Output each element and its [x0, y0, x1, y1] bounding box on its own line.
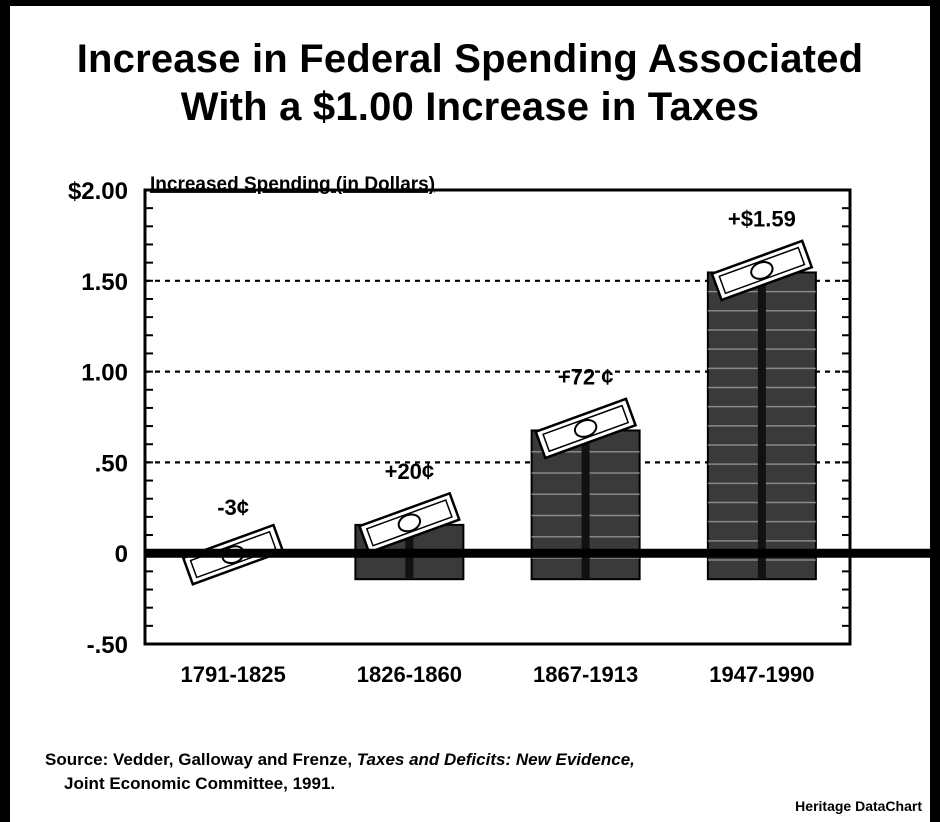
y-tick-label: 1.50: [81, 269, 128, 296]
x-tick-label: 1791-1825: [181, 662, 286, 687]
bar-value-label: -3¢: [217, 495, 249, 520]
x-tick-label: 1867-1913: [533, 662, 638, 687]
source-authors: Vedder, Galloway and Frenze,: [113, 750, 353, 769]
chart-title-line1: Increase in Federal Spending Associated: [76, 37, 864, 81]
y-tick-label: 0: [115, 541, 128, 568]
bill-band: [757, 272, 766, 580]
y-axis-label: Increased Spending (in Dollars): [150, 174, 435, 195]
source-line2: Joint Economic Committee, 1991.: [64, 774, 336, 793]
y-tick-label: $2.00: [68, 178, 128, 205]
x-tick-label: 1947-1990: [709, 662, 814, 687]
source-note: Source: Vedder, Galloway and Frenze, Tax…: [45, 748, 635, 772]
bar-value-label: +20¢: [385, 459, 435, 484]
plot-area: [143, 188, 852, 646]
y-tick-label: 1.00: [81, 360, 128, 387]
chart-title-line2: With a $1.00 Increase in Taxes: [180, 85, 760, 129]
y-tick-label: -.50: [87, 632, 128, 659]
x-tick-label: 1826-1860: [357, 662, 462, 687]
source-label: Source:: [45, 750, 109, 769]
top-bill-icon: [534, 397, 638, 460]
bill-band: [581, 430, 590, 580]
top-bill-icon: [357, 491, 461, 555]
heritage-datachart-credit: Heritage DataChart: [795, 798, 922, 814]
bar-value-label: +$1.59: [728, 206, 796, 231]
bar-value-label: +72 ¢: [558, 364, 614, 389]
source-work: Taxes and Deficits: New Evidence,: [356, 750, 635, 769]
y-tick-label: .50: [95, 450, 128, 477]
top-bill-icon: [710, 239, 814, 302]
